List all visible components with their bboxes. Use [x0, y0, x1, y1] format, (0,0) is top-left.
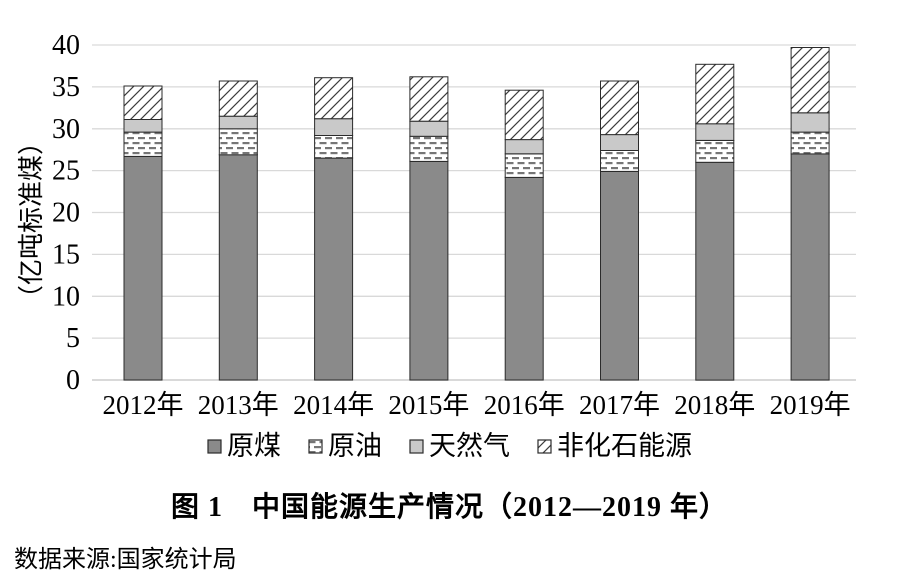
x-tick-label-2013年: 2013年: [198, 390, 279, 420]
bar-segment-oil-2016年: [504, 153, 544, 178]
legend-item-gas: 天然气: [409, 433, 510, 460]
bar-segment-oil-2019年: [790, 131, 830, 155]
legend-label-oil: 原油: [328, 431, 382, 461]
bar-segment-gas-2015年: [409, 120, 449, 137]
bar-segment-nonfossil-2019年: [790, 47, 830, 114]
bar-segment-gas-2012年: [123, 119, 163, 133]
bar-segment-coal-2015年: [409, 160, 449, 381]
bar-segment-oil-2017年: [600, 150, 639, 172]
bar-segment-gas-2014年: [314, 118, 354, 136]
bar-segment-nonfossil-2016年: [504, 89, 544, 141]
bar-segment-gas-2019年: [790, 112, 830, 133]
legend-item-oil: 原油: [308, 433, 382, 460]
bar-segment-gas-2018年: [695, 123, 735, 141]
bar-segment-oil-2014年: [314, 135, 354, 159]
bar-segment-oil-2018年: [695, 140, 735, 163]
legend-swatch-coal-icon: [207, 439, 222, 454]
y-axis-tick-labels: 0 5 10 15 20 25 30 35 40: [52, 30, 80, 396]
legend: 原煤 原油 天然气 非化石能源: [0, 433, 899, 460]
bar-segment-coal-2016年: [504, 176, 544, 381]
legend-item-coal: 原煤: [207, 433, 281, 460]
y-tick-label-35: 35: [52, 72, 80, 103]
bar-segment-nonfossil-2015年: [409, 76, 449, 122]
bar-segment-nonfossil-2018年: [695, 63, 735, 125]
y-tick-label-5: 5: [66, 323, 80, 354]
bar-segment-coal-2019年: [790, 153, 830, 381]
bar-segment-nonfossil-2017年: [600, 80, 639, 136]
x-tick-label-2016年: 2016年: [484, 390, 565, 420]
x-tick-label-2015年: 2015年: [388, 390, 469, 420]
bar-segment-gas-2017年: [600, 134, 639, 152]
bar-segment-coal-2013年: [218, 154, 258, 381]
bar-segment-gas-2013年: [218, 115, 258, 130]
bar-segment-coal-2017年: [600, 171, 639, 381]
bar-segment-oil-2013年: [218, 128, 258, 156]
bar-segment-coal-2012年: [123, 155, 163, 381]
y-tick-label-20: 20: [52, 198, 80, 229]
x-tick-label-2017年: 2017年: [579, 390, 660, 420]
bar-segment-nonfossil-2013年: [218, 80, 258, 117]
legend-swatch-gas-icon: [409, 439, 424, 454]
gridlines: [92, 44, 856, 381]
x-axis-tick-labels: 2012年 2013年 2014年 2015年 2016年 2017年 2018年 2019年: [103, 390, 851, 420]
bar-segment-nonfossil-2014年: [314, 77, 354, 120]
legend-swatch-oil-icon: [308, 439, 323, 454]
y-tick-label-25: 25: [52, 156, 80, 187]
legend-label-coal: 原煤: [227, 431, 281, 461]
bar-segment-coal-2018年: [695, 161, 735, 381]
bar-segment-gas-2016年: [504, 139, 544, 155]
legend-swatch-nonfossil-icon: [537, 439, 552, 454]
y-tick-label-30: 30: [52, 114, 80, 145]
legend-item-nonfossil: 非化石能源: [537, 433, 692, 460]
y-tick-label-10: 10: [52, 281, 80, 312]
data-source: 数据来源:国家统计局: [14, 547, 237, 573]
y-tick-label-15: 15: [52, 239, 80, 270]
x-tick-label-2019年: 2019年: [770, 390, 851, 420]
bar-segment-nonfossil-2012年: [123, 85, 163, 120]
y-axis-title: （亿吨标准煤）: [17, 129, 46, 311]
figure-caption: 图 1 中国能源生产情况（2012—2019 年）: [170, 492, 728, 523]
legend-label-gas: 天然气: [429, 431, 510, 461]
y-tick-label-40: 40: [52, 30, 80, 61]
bar-segment-oil-2012年: [123, 131, 163, 157]
bar-segment-oil-2015年: [409, 135, 449, 162]
x-tick-label-2018年: 2018年: [674, 390, 755, 420]
bar-series: [123, 47, 830, 381]
legend-label-nonfossil: 非化石能源: [557, 431, 692, 461]
bar-segment-coal-2014年: [314, 157, 354, 381]
y-tick-label-0: 0: [66, 365, 80, 396]
x-tick-label-2014年: 2014年: [293, 390, 374, 420]
x-tick-label-2012年: 2012年: [103, 390, 184, 420]
